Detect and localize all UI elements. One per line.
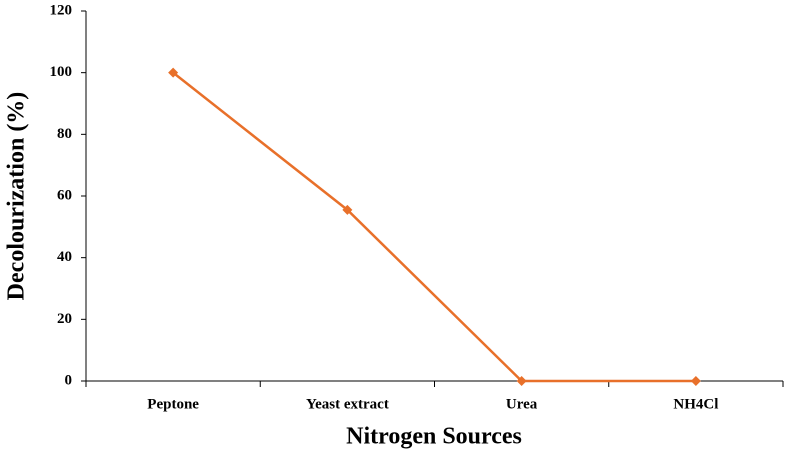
y-tick-label: 60 <box>57 187 72 203</box>
y-tick-label: 80 <box>57 126 72 142</box>
y-tick-label: 40 <box>57 249 72 265</box>
y-tick-label: 120 <box>50 2 73 18</box>
x-tick-label: Peptone <box>147 396 199 412</box>
y-tick-label: 20 <box>57 311 72 327</box>
y-axis-title: Decolourization (%) <box>4 92 30 301</box>
x-axis-title: Nitrogen Sources <box>346 424 522 450</box>
x-tick-label: Yeast extract <box>306 396 389 412</box>
data-point <box>168 67 179 78</box>
x-tick-label: Urea <box>506 396 538 412</box>
series-line <box>172 71 696 383</box>
y-tick-label: 100 <box>50 64 73 80</box>
data-point <box>342 204 353 215</box>
x-tick-label: NH4Cl <box>673 396 718 412</box>
data-point <box>516 376 527 386</box>
y-tick-label: 0 <box>65 372 73 388</box>
data-point <box>690 376 701 386</box>
